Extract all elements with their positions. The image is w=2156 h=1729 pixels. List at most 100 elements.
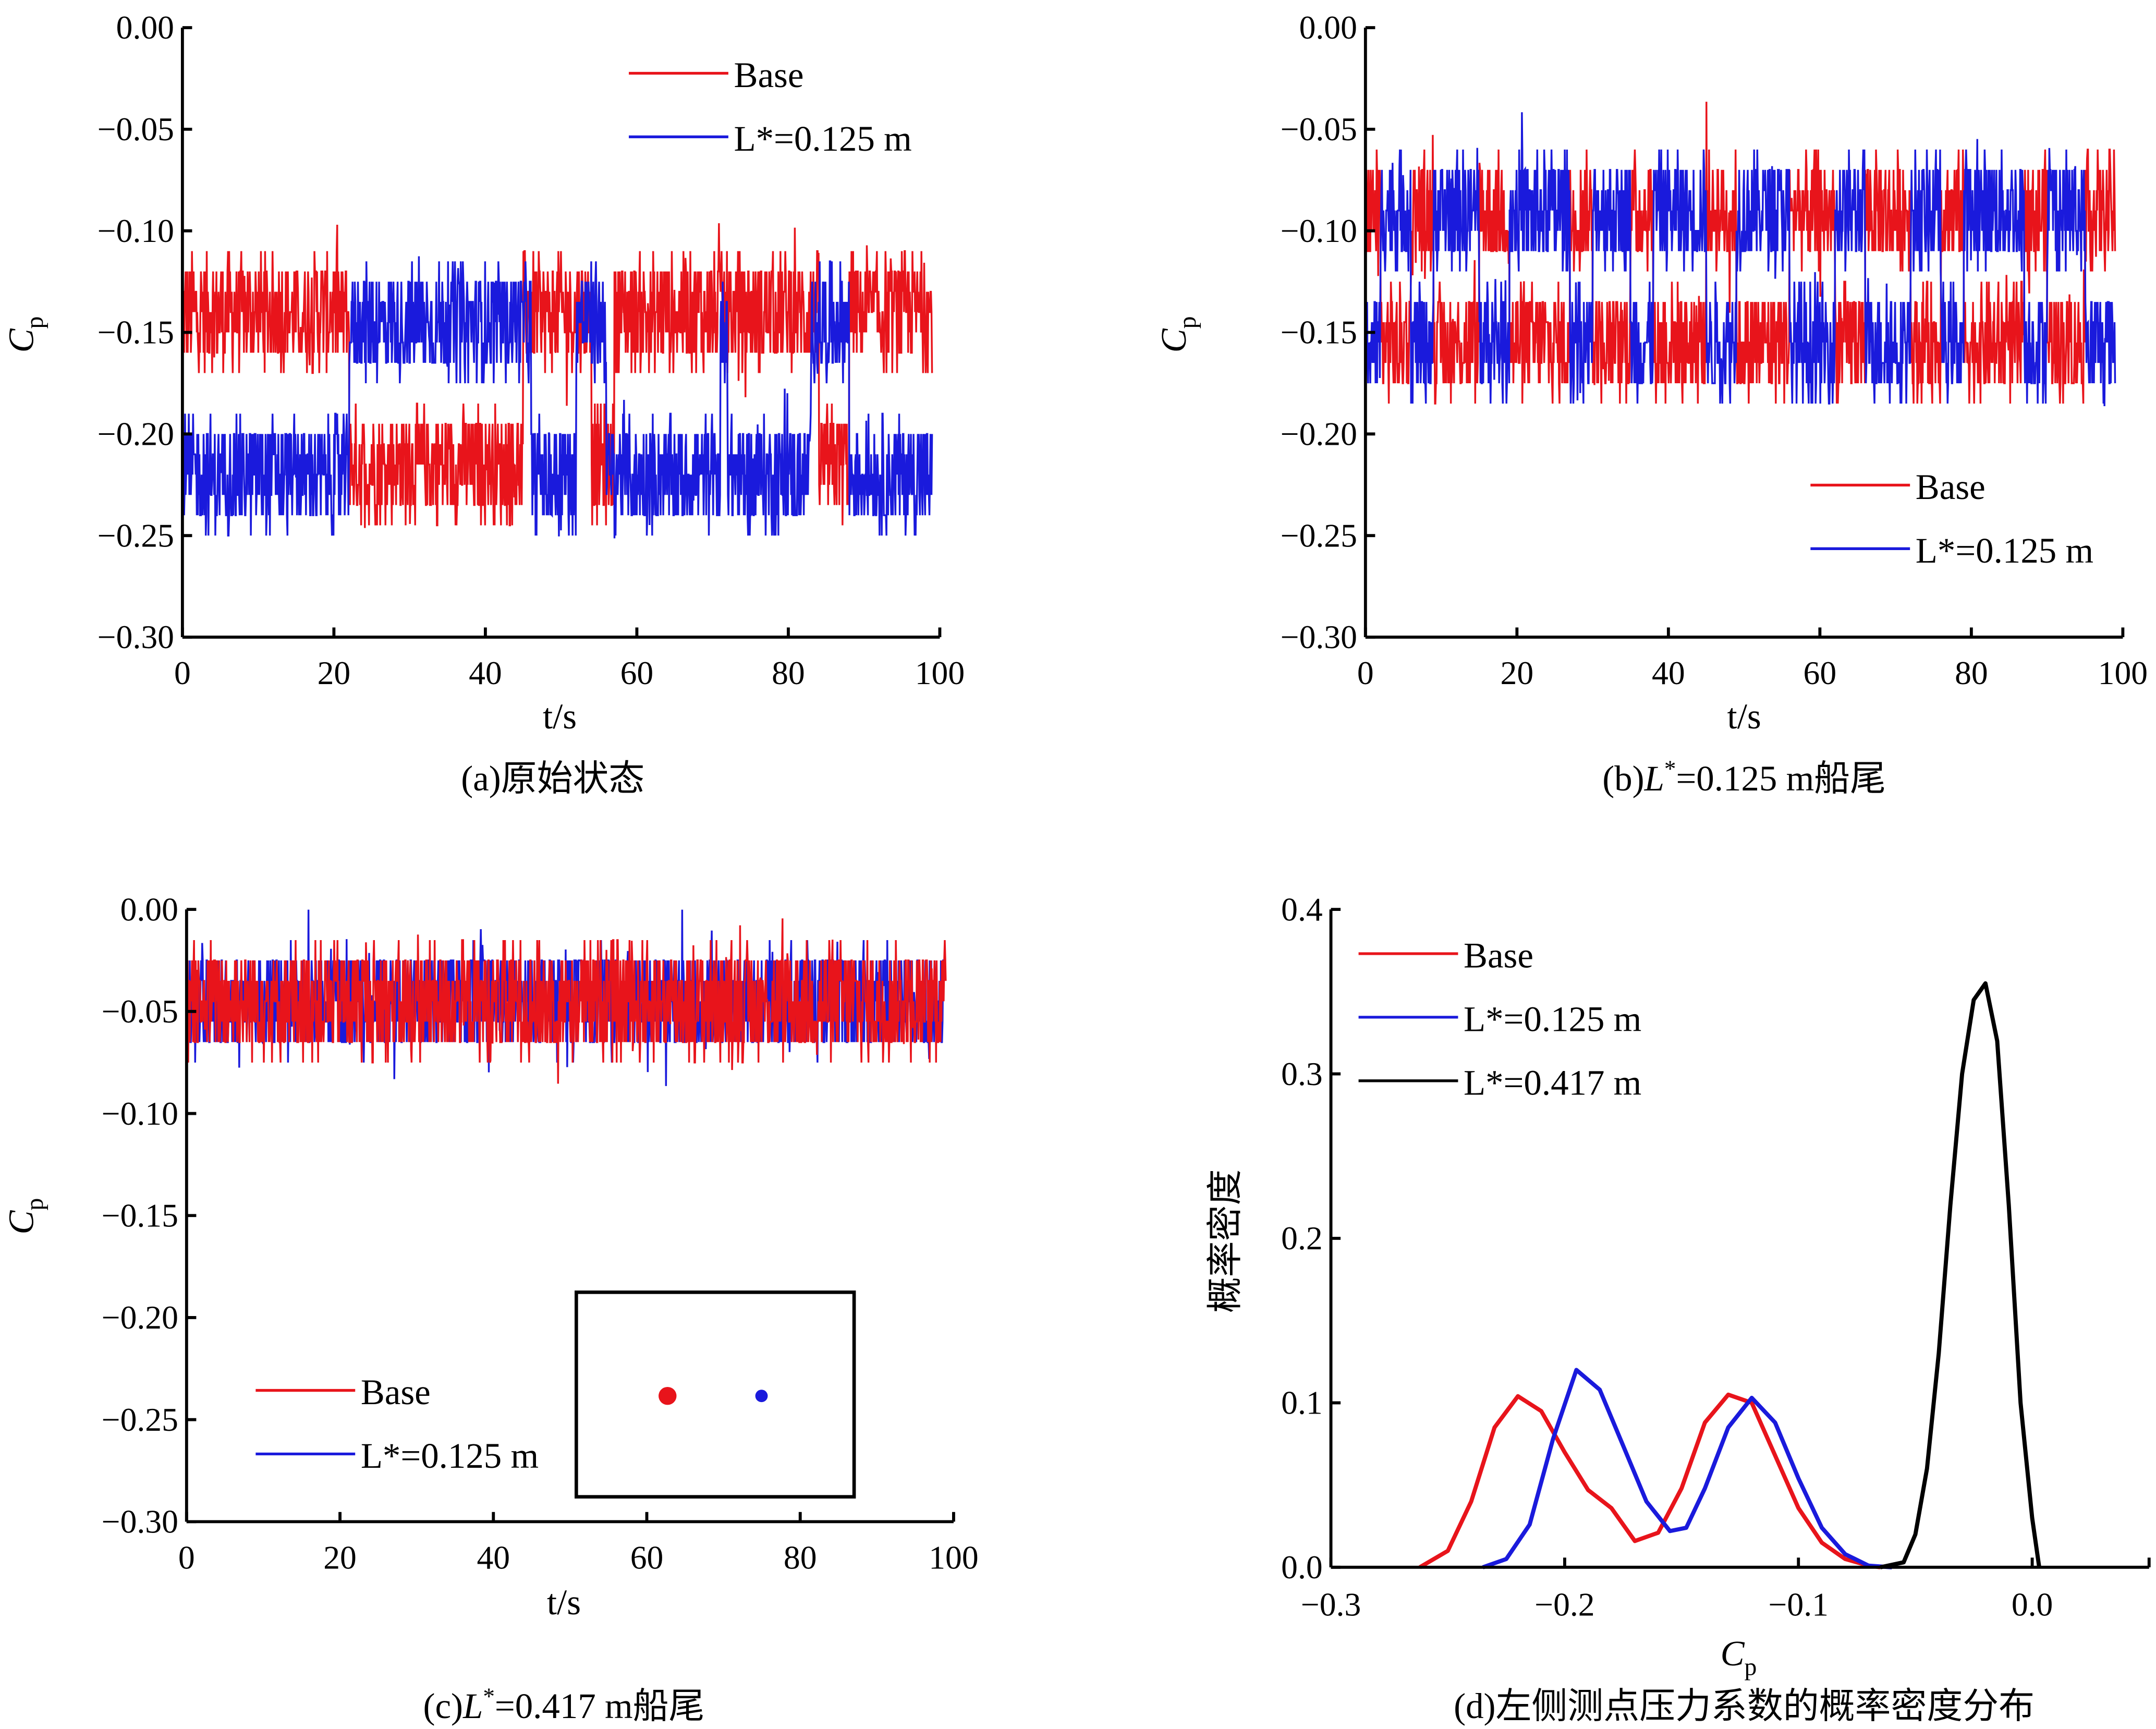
- y-tick-label: 0.00: [1299, 9, 1357, 46]
- x-tick-label: 100: [929, 1539, 978, 1576]
- y-tick-label: −0.30: [1281, 618, 1357, 655]
- panel-caption: (b)L*=0.125 m船尾: [1602, 756, 1886, 799]
- inset-marker-base: [659, 1386, 677, 1405]
- panel-a: 0.00 −0.05 −0.10 −0.15 −0.20 −0.25 −0.300 20 40 6…: [2, 9, 965, 798]
- x-tick-label: 40: [477, 1539, 510, 1576]
- x-tick-label: 40: [469, 654, 502, 691]
- x-tick-label: −0.3: [1301, 1586, 1361, 1623]
- subscript-p: p: [21, 1198, 48, 1211]
- y-tick-label: −0.25: [1281, 517, 1357, 554]
- x-tick-label: 20: [323, 1539, 357, 1576]
- legend-entry: L*=0.417 m: [1464, 1063, 1641, 1102]
- x-tick-label: 0: [178, 1539, 195, 1576]
- y-tick-label: −0.10: [98, 212, 174, 249]
- y-tick-label: −0.10: [102, 1095, 178, 1132]
- y-axis-label: 概率密度: [1205, 1169, 1245, 1313]
- x-tick-label: 0: [174, 654, 191, 691]
- cap-rest: =0.417 m船尾: [495, 1686, 705, 1726]
- inset-marker-l125: [755, 1390, 768, 1403]
- y-tick-label: −0.05: [98, 111, 174, 148]
- y-tick-label: 0.00: [120, 891, 178, 928]
- y-tick-label: −0.20: [102, 1299, 178, 1336]
- x-axis-label: t/s: [547, 1582, 581, 1622]
- y-tick-label: 0.4: [1281, 891, 1323, 928]
- cap-a: (c): [423, 1686, 463, 1726]
- y-tick-label: −0.30: [98, 618, 174, 655]
- panel-caption: (c)L*=0.417 m船尾: [423, 1683, 705, 1726]
- cap-a: (b): [1602, 759, 1644, 798]
- x-tick-label: 0: [1357, 654, 1374, 691]
- x-tick-label: 80: [784, 1539, 817, 1576]
- cap-sup: *: [1664, 756, 1676, 782]
- series-line-base: [1365, 102, 2116, 405]
- y-tick-label: 0.0: [1281, 1549, 1323, 1586]
- C-letter: C: [1154, 328, 1193, 352]
- y-tick-label: 0.3: [1281, 1055, 1323, 1092]
- panel-d: 0.0 0.1 0.2 0.3 0.4 −0.3 −0.2 −0.1 0.0 Cp 概率密度 (d)左…: [1205, 891, 2151, 1726]
- subscript-p: p: [21, 316, 48, 329]
- legend-entry: L*=0.125 m: [1916, 531, 2093, 570]
- x-tick-label: 60: [630, 1539, 664, 1576]
- legend-entry: Base: [1916, 467, 1986, 507]
- inset-box: [575, 1290, 856, 1499]
- x-tick-label: 60: [620, 654, 654, 691]
- x-tick-label: 20: [1501, 654, 1534, 691]
- series-line-base: [186, 918, 947, 1084]
- y-tick-label: −0.15: [98, 314, 174, 351]
- x-tick-label: 100: [2098, 654, 2148, 691]
- y-axis-label: Cp: [1154, 316, 1201, 353]
- panel-c: 0.00 −0.05 −0.10 −0.15 −0.20 −0.25 −0.300 20 40 6…: [2, 891, 979, 1725]
- series-line-l125: [1365, 112, 2116, 407]
- legend-entry: L*=0.125 m: [1464, 999, 1641, 1039]
- y-tick-label: −0.15: [1281, 314, 1357, 351]
- series-line-base: [1418, 1392, 1881, 1569]
- y-axis-label: Cp: [2, 316, 49, 353]
- cap-L: L: [1644, 759, 1664, 798]
- legend-entry: Base: [734, 55, 803, 95]
- legend-entry: L*=0.125 m: [734, 119, 911, 159]
- cap-rest: =0.125 m船尾: [1676, 759, 1886, 798]
- y-tick-label: 0.00: [116, 9, 174, 46]
- cap-sup: *: [483, 1683, 495, 1709]
- series-line-l125: [181, 256, 933, 539]
- panel-b: 0.00 −0.05 −0.10 −0.15 −0.20 −0.25 −0.300 20 40 6…: [1154, 9, 2148, 798]
- legend-entry: L*=0.125 m: [361, 1436, 539, 1476]
- series-line-l125: [1482, 1368, 1892, 1569]
- x-tick-label: 40: [1652, 654, 1685, 691]
- y-tick-label: −0.15: [102, 1197, 178, 1234]
- y-tick-label: −0.05: [1281, 111, 1357, 148]
- C-letter: C: [2, 1210, 41, 1235]
- y-tick-label: −0.30: [102, 1503, 178, 1540]
- x-tick-label: −0.1: [1769, 1586, 1829, 1623]
- y-tick-label: −0.25: [98, 517, 174, 554]
- series-line-base: [182, 223, 933, 528]
- panel-caption: (a)原始状态: [461, 759, 644, 798]
- subscript-p: p: [1745, 1653, 1757, 1681]
- x-tick-label: 100: [915, 654, 965, 691]
- x-tick-label: 80: [1955, 654, 1988, 691]
- y-tick-label: −0.20: [1281, 416, 1357, 453]
- y-tick-label: −0.20: [98, 416, 174, 453]
- y-tick-label: −0.05: [102, 993, 178, 1030]
- y-tick-label: 0.2: [1281, 1220, 1323, 1257]
- legend-entry: Base: [361, 1372, 431, 1412]
- y-tick-label: −0.10: [1281, 212, 1357, 249]
- x-tick-label: 20: [318, 654, 351, 691]
- cap-L: L: [462, 1686, 483, 1726]
- x-tick-label: 60: [1804, 654, 1837, 691]
- y-tick-label: −0.25: [102, 1401, 178, 1438]
- y-axis-label: Cp: [2, 1198, 49, 1235]
- C-letter: C: [2, 328, 41, 352]
- x-axis-label: t/s: [1727, 697, 1761, 736]
- subscript-p: p: [1174, 316, 1201, 329]
- C-letter: C: [1721, 1634, 1745, 1673]
- x-tick-label: 0.0: [2012, 1586, 2053, 1623]
- x-axis-label: Cp: [1721, 1634, 1757, 1681]
- legend-entry: Base: [1464, 935, 1533, 975]
- series-line-l417: [1880, 981, 2041, 1569]
- x-axis-label: t/s: [543, 697, 577, 736]
- x-tick-label: 80: [772, 654, 805, 691]
- panel-caption: (d)左侧测点压力系数的概率密度分布: [1454, 1686, 2035, 1726]
- y-tick-label: 0.1: [1281, 1384, 1323, 1421]
